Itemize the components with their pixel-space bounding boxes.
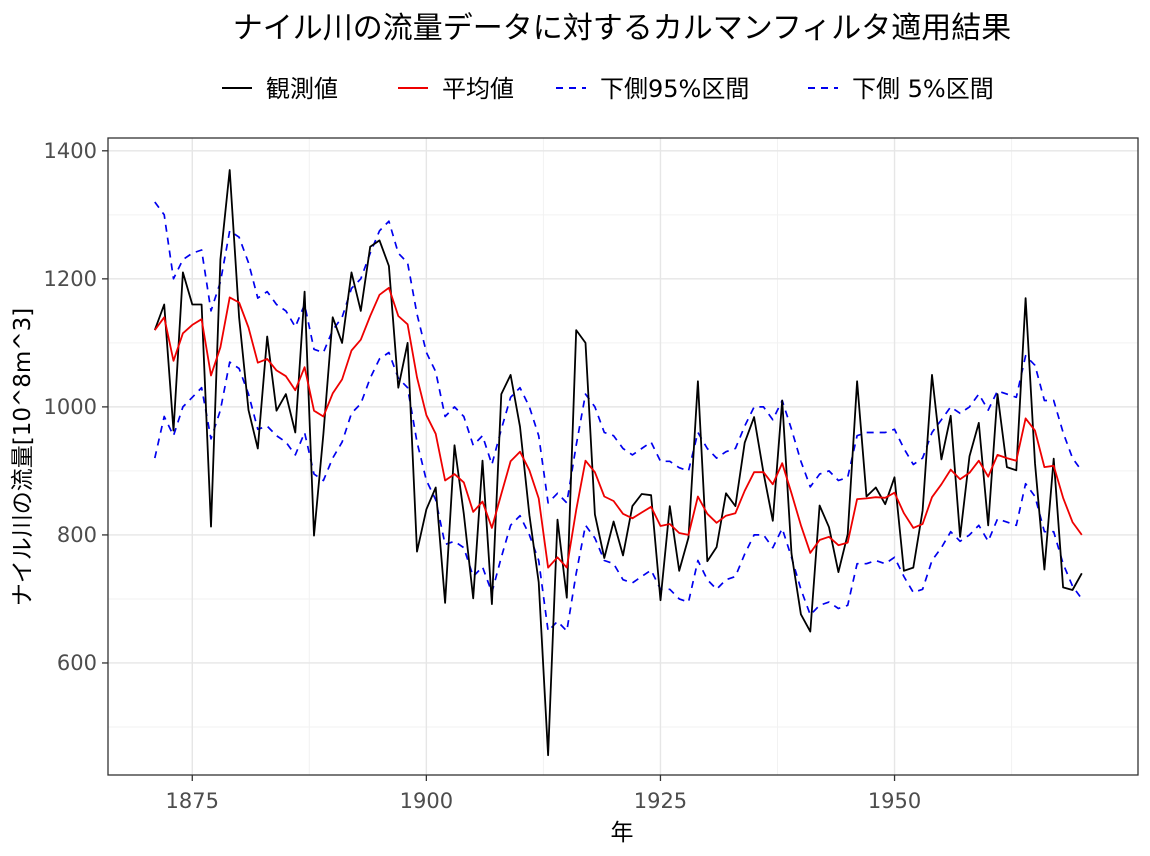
series-line-1 bbox=[154, 286, 1083, 569]
series-line-3 bbox=[153, 351, 1083, 632]
y-tick-label: 1200 bbox=[44, 267, 97, 291]
grid-major bbox=[108, 138, 1138, 775]
legend-label-1: 平均値 bbox=[442, 75, 514, 103]
x-axis-title: 年 bbox=[611, 820, 634, 846]
y-tick-label: 800 bbox=[57, 523, 97, 547]
y-tick-label: 1000 bbox=[44, 395, 97, 419]
series-line-0 bbox=[153, 169, 1083, 757]
plot-border bbox=[107, 137, 1139, 776]
legend-label-2: 下側95%区間 bbox=[600, 75, 749, 103]
y-axis-ticks: 600 800 1000 1200 1400 bbox=[44, 139, 108, 675]
x-tick-label: 1900 bbox=[400, 789, 453, 813]
chart-title: ナイル川の流量データに対するカルマンフィルタ適用結果 bbox=[233, 11, 1012, 46]
x-tick-label: 1925 bbox=[634, 789, 687, 813]
y-tick-label: 1400 bbox=[44, 139, 97, 163]
x-tick-label: 1875 bbox=[166, 789, 219, 813]
y-tick-label: 600 bbox=[57, 651, 97, 675]
chart-legend: 観測値 平均値 下側95%区間 下側 5%区間 bbox=[222, 75, 994, 103]
legend-label-0: 観測値 bbox=[266, 75, 338, 103]
y-axis-title: ナイル川の流量[10^8m^3] bbox=[10, 308, 36, 606]
series-layer bbox=[153, 169, 1083, 757]
legend-label-3: 下側 5%区間 bbox=[852, 75, 994, 103]
x-axis-ticks: 1875 1900 1925 1950 bbox=[166, 775, 921, 813]
plot-panel bbox=[108, 138, 1138, 775]
x-tick-label: 1950 bbox=[868, 789, 921, 813]
